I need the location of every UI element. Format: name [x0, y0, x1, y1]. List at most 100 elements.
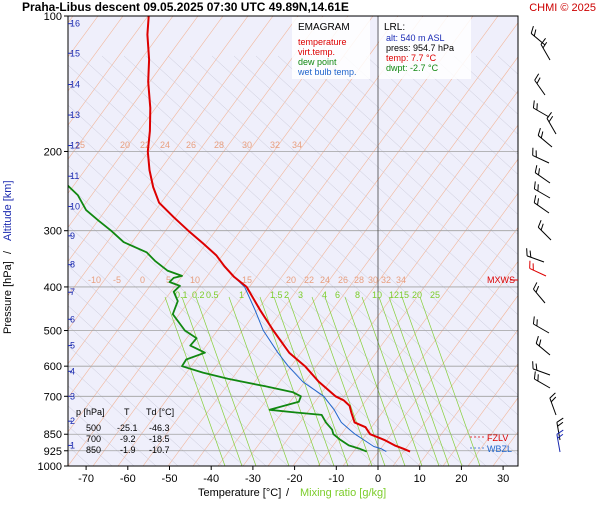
dry-adiabat-line — [431, 55, 518, 135]
table-cell: -25.1 — [117, 423, 138, 433]
isotherm-line — [68, 16, 374, 433]
isotherm-line — [68, 16, 174, 160]
mixing-ratio-line — [228, 296, 290, 466]
pressure-tick-label: 400 — [44, 282, 62, 294]
dry-adiabat-line — [68, 365, 179, 466]
dry-adiabat-line — [101, 55, 518, 436]
isotherm-line — [593, 16, 600, 466]
y-axis-alt-label: Altitude [km] — [2, 180, 14, 241]
dry-adiabat-line — [211, 55, 518, 336]
altitude-tick-label: 4 — [70, 366, 75, 376]
x-tick-label: 10 — [414, 473, 426, 485]
dry-adiabat-line — [68, 84, 487, 466]
pressure-tick-label: 200 — [44, 146, 62, 158]
dry-adiabat-line — [68, 385, 157, 466]
wind-barb — [537, 220, 552, 241]
dry-adiabat-line — [255, 55, 518, 296]
y-axis-title: Pressure [hPa] / Altitude [km] — [2, 180, 14, 334]
pressure-tick-label: 600 — [44, 361, 62, 373]
isotherm-label: 10 — [190, 275, 200, 285]
x-tick-label: -20 — [287, 473, 303, 485]
altitude-tick-label: 9 — [70, 231, 75, 241]
plot-frame — [67, 15, 519, 467]
isotherm-line — [317, 192, 518, 466]
pressure-tick-label: 500 — [44, 326, 62, 338]
altitude-tick-label: 2 — [70, 416, 75, 426]
wind-barb — [535, 335, 551, 356]
dry-adiabat-line — [68, 124, 443, 466]
altitude-tick-label: 12 — [70, 141, 80, 151]
mixing-ratio-line — [419, 296, 481, 466]
isotherm-label: 24 — [320, 275, 330, 285]
wind-barb — [530, 25, 546, 46]
dry-adiabat-line — [68, 465, 69, 466]
background-labels: 15 20 22 24 26 28 30 32 34-10 -5 0 5 10 15 20 22 24 26 28 3… — [75, 140, 440, 300]
isotherm-lines — [68, 16, 600, 466]
mixing-ratio-line — [195, 296, 257, 466]
lrl-box: LRL: alt: 540 m ASL press: 954.7 hPa tem… — [379, 17, 471, 79]
pressure-tick-label: 300 — [44, 226, 62, 238]
table-cell: 500 — [86, 423, 101, 433]
table-header-p: p [hPa] — [76, 407, 105, 417]
isotherm-label: 15 — [75, 140, 85, 150]
isotherm-line — [92, 16, 424, 466]
legend-item-virt-temp: virt.temp. — [298, 47, 335, 57]
altitude-tick-label: 11 — [70, 171, 79, 181]
isotherm-label: 34 — [292, 140, 302, 150]
pressure-tick-label: 100 — [44, 11, 62, 23]
isotherm-line — [68, 16, 249, 262]
isotherm-line — [68, 16, 224, 228]
x-tick-label: 30 — [497, 473, 509, 485]
isotherm-line — [367, 260, 518, 466]
dry-adiabat-line — [409, 55, 518, 155]
x-tick-label: -50 — [162, 473, 178, 485]
dry-adiabat-line — [387, 55, 518, 175]
wind-barb — [534, 165, 551, 184]
isotherm-line — [442, 363, 518, 466]
pressure-tick-label: 850 — [44, 429, 62, 441]
wind-barb — [549, 392, 557, 416]
table-cell: 700 — [86, 434, 101, 444]
mixing-ratio-label: 0.2 — [192, 290, 205, 300]
wind-barb — [533, 181, 551, 199]
x-axis-temp-label: Temperature [°C] — [198, 487, 281, 499]
lrl-dewpoint: dwpt: -2.7 °C — [386, 63, 439, 73]
isotherm-line — [68, 16, 349, 399]
legend-item-dew-point: dew point — [298, 57, 337, 67]
wind-barb — [534, 73, 546, 96]
dry-adiabat-line — [68, 205, 355, 466]
isotherm-label: 5 — [166, 275, 171, 285]
dry-adiabat-lines — [68, 55, 518, 466]
dry-adiabat-line — [277, 55, 518, 276]
altitude-tick-label: 7 — [70, 287, 75, 297]
table-header-td: Td [°C] — [146, 407, 174, 417]
dry-adiabat-line — [68, 164, 399, 466]
mixing-ratio-label: 20 — [412, 290, 422, 300]
isotherm-label: 24 — [160, 140, 170, 150]
altitude-tick-label: 3 — [70, 391, 75, 401]
dry-adiabat-line — [68, 144, 421, 466]
table-cell: -46.3 — [149, 423, 170, 433]
isotherm-line — [292, 158, 518, 466]
altitude-tick-label: 1 — [70, 440, 75, 450]
dry-adiabat-line — [167, 55, 518, 376]
isotherm-line — [68, 16, 199, 194]
isotherm-label: -10 — [88, 275, 101, 285]
mixing-ratio-line — [388, 296, 450, 466]
mixing-ratio-label: 3 — [298, 290, 303, 300]
isotherm-label: 22 — [140, 140, 150, 150]
dry-adiabat-line — [321, 55, 518, 235]
mixing-ratio-label: 25 — [430, 290, 440, 300]
mixing-ratio-line — [378, 296, 440, 466]
dry-adiabat-line — [68, 64, 509, 466]
wind-barb — [532, 100, 550, 118]
wbzl-marker: WBZL — [487, 444, 512, 454]
legend-item-temperature: temperature — [298, 37, 347, 47]
axes: -70 -60 -50 -40 -30 -20 -10 0 10 20 30100200300400… — [38, 11, 519, 485]
dry-adiabat-line — [68, 285, 267, 466]
isotherm-label: 28 — [354, 275, 364, 285]
mixing-ratio-line — [164, 296, 226, 466]
dry-adiabat-line — [123, 55, 518, 416]
